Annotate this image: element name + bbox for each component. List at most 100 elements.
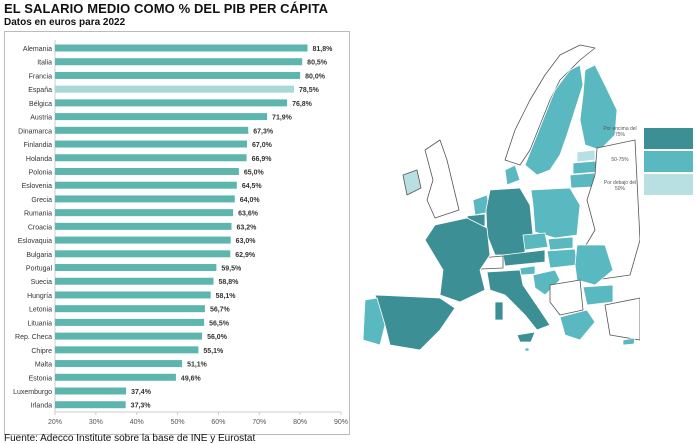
bar-suecia: [55, 277, 214, 285]
bar-holanda: [55, 154, 247, 162]
bar-malta: [55, 360, 183, 368]
category-label: Letonia: [29, 307, 52, 314]
map-denmark: [504, 164, 521, 186]
value-label: 62,9%: [235, 252, 256, 259]
category-label: Bélgica: [29, 101, 52, 108]
map-romania: [574, 244, 614, 286]
bar-grecia: [55, 195, 235, 203]
europe-map: [362, 44, 640, 352]
category-label: Holanda: [26, 156, 52, 163]
value-label: 81,8%: [312, 46, 333, 53]
value-label: 37,4%: [131, 389, 152, 396]
bar-dinamarca: [55, 126, 249, 134]
value-label: 80,0%: [305, 73, 326, 80]
x-tick-label: 40%: [130, 419, 144, 426]
bar-lituania: [55, 318, 205, 326]
legend-swatch-above-75: [644, 128, 693, 149]
chart-title: EL SALARIO MEDIO COMO % DEL PIB PER CÁPI…: [4, 1, 329, 16]
map-austria: [502, 249, 546, 267]
map-uk: [424, 139, 460, 219]
bar-hungr-a: [55, 291, 211, 299]
category-label: Italia: [37, 60, 52, 67]
bar-croacia: [55, 222, 232, 230]
map-malta: [524, 347, 530, 352]
x-tick-label: 50%: [171, 419, 185, 426]
bar-chart: Alemania 81,8% Italia 80,5% Francia 80,0% Espa…: [13, 40, 348, 426]
category-label: Malta: [35, 362, 52, 369]
bar-austria: [55, 113, 268, 121]
category-label: España: [28, 87, 52, 94]
value-label: 59,5%: [221, 266, 242, 273]
value-label: 58,1%: [216, 293, 237, 300]
map-greece: [559, 309, 596, 341]
bar-rumania: [55, 209, 234, 217]
map-latvia: [572, 160, 599, 175]
map-finland: [579, 64, 618, 151]
bar-portugal: [55, 264, 217, 272]
bar-eslovaquia: [55, 236, 231, 244]
map-turkey: [604, 297, 640, 341]
legend-label-below-50: Por debajo del 50%: [603, 180, 637, 192]
map-sardinia: [494, 301, 504, 321]
category-label: Suecia: [31, 279, 53, 286]
value-label: 63,0%: [236, 238, 257, 245]
category-label: Eslovenia: [22, 183, 52, 190]
bar-eslovenia: [55, 181, 237, 189]
map-estonia: [576, 149, 596, 163]
map-portugal: [362, 297, 386, 346]
category-label: Polonia: [29, 169, 52, 176]
category-label: Rumania: [24, 211, 52, 218]
map-ireland: [402, 169, 422, 196]
value-label: 51,1%: [187, 362, 208, 369]
legend-label-50-75: 50-75%: [611, 157, 629, 163]
map-sweden: [524, 64, 584, 176]
value-label: 55,1%: [203, 348, 224, 355]
category-label: Rep. Checa: [15, 334, 52, 341]
x-tick-label: 90%: [334, 419, 348, 426]
category-label: Alemania: [23, 46, 52, 53]
bar-chipre: [55, 346, 199, 354]
bar-polonia: [55, 167, 239, 175]
x-tick-label: 80%: [293, 419, 307, 426]
map-italy: [486, 269, 551, 331]
bar-b-lgica: [55, 99, 288, 107]
bar-francia: [55, 71, 301, 79]
value-label: 63,6%: [238, 211, 259, 218]
value-label: 66,9%: [252, 156, 273, 163]
category-label: Lituania: [27, 320, 52, 327]
bar-italia: [55, 58, 303, 66]
map-balkans: [549, 279, 584, 316]
map-czechia: [522, 232, 549, 251]
bar-luxemburgo: [55, 387, 127, 395]
category-label: Dinamarca: [18, 128, 52, 135]
value-label: 56,5%: [209, 320, 230, 327]
value-label: 76,8%: [292, 101, 313, 108]
value-label: 37,3%: [131, 403, 152, 410]
map-hungary: [546, 248, 578, 269]
value-label: 63,2%: [237, 224, 258, 231]
category-label: Austria: [30, 115, 52, 122]
category-label: Francia: [29, 73, 52, 80]
map-france: [424, 217, 491, 303]
bar-estonia: [55, 373, 176, 381]
bar-letonia: [55, 305, 205, 313]
value-label: 67,0%: [252, 142, 273, 149]
value-label: 64,5%: [242, 183, 263, 190]
value-label: 64,0%: [240, 197, 261, 204]
value-label: 78,5%: [299, 87, 320, 94]
source-note: Fuente: Adecco Institute sobre la base d…: [4, 433, 256, 444]
value-label: 56,7%: [210, 307, 231, 314]
value-label: 71,9%: [272, 115, 293, 122]
bar-irlanda: [55, 401, 126, 409]
legend-label-above-75: Por encima del 75%: [603, 126, 637, 138]
category-label: Chipre: [31, 348, 52, 355]
map-spain: [374, 294, 456, 351]
bar-alemania: [55, 44, 308, 52]
value-label: 58,8%: [219, 279, 240, 286]
category-label: Luxemburgo: [13, 389, 52, 396]
category-label: Portugal: [26, 266, 53, 273]
bar-espa-a: [55, 85, 295, 93]
bar-rep-checa: [55, 332, 203, 340]
chart-subtitle: Datos en euros para 2022: [4, 17, 126, 28]
map-poland: [530, 187, 581, 239]
